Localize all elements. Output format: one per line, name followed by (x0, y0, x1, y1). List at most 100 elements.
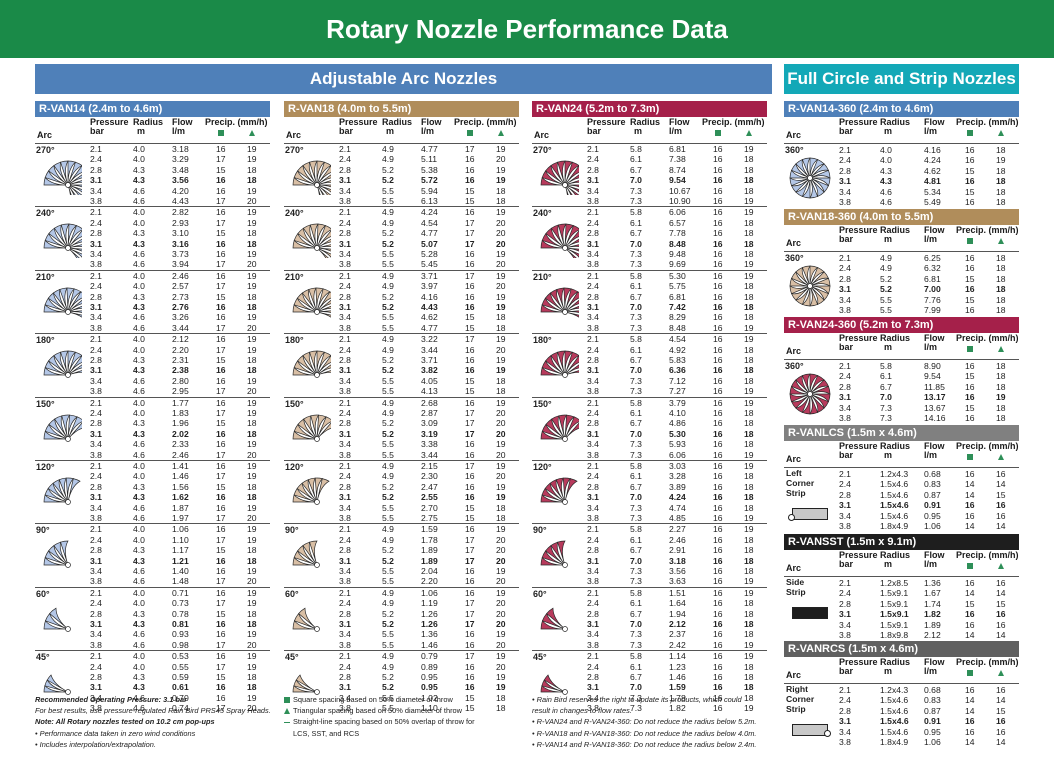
precip-triangle-value: 18 (247, 682, 257, 693)
arc-group: 120° 2.1 4.9 2.15 17 19 2.4 4.9 2.30 16 20 2.8 5.2 2.… (284, 459, 519, 523)
radius-value: 6.7 (630, 671, 642, 682)
pressure-value: 2.4 (839, 371, 851, 382)
precip-triangle-value: 16 (996, 726, 1006, 737)
pressure-unit: bar (839, 559, 854, 569)
pressure-value: 2.8 (90, 164, 102, 175)
arc-group: 60° 2.1 5.8 1.51 16 19 2.4 6.1 1.64 16 18 2.8 6.7 1.9… (532, 586, 767, 650)
precip-square-value: 16 (713, 418, 723, 429)
radius-value: 1.8x4.9 (880, 521, 909, 531)
precip-square-value: 16 (713, 365, 723, 376)
flow-value: 7.27 (669, 386, 686, 397)
pressure-value: 2.8 (587, 608, 599, 619)
radius-value: 4.6 (133, 312, 145, 323)
radius-value: 4.9 (382, 334, 394, 345)
radius-value: 7.3 (630, 565, 642, 576)
radius-value: 4.6 (133, 322, 145, 333)
pressure-value: 2.4 (587, 407, 599, 418)
pressure-header: Pressure (339, 117, 378, 127)
precip-triangle-value: 19 (247, 460, 257, 471)
flow-value: 0.95 (421, 682, 438, 693)
flow-value: 2.31 (172, 354, 189, 365)
precip-square-value: 16 (713, 502, 723, 513)
flow-value: 0.71 (172, 587, 189, 598)
pressure-value: 3.8 (90, 449, 102, 460)
precip-triangle-value: 20 (247, 196, 257, 206)
radius-value: 7.3 (630, 375, 642, 386)
precip-triangle-value: 19 (247, 651, 257, 662)
nozzle-fan-icon (287, 347, 342, 385)
precip-triangle-value: 18 (744, 228, 754, 239)
flow-value: 2.02 (172, 428, 189, 439)
pressure-value: 2.8 (839, 273, 851, 284)
pressure-value: 3.8 (587, 322, 599, 333)
flow-value: 2.12 (924, 630, 941, 640)
precip-triangle-value: 18 (496, 502, 506, 513)
precip-triangle-value: 20 (496, 534, 506, 545)
precip-triangle-value: 15 (996, 598, 1006, 609)
page-title: Rotary Nozzle Performance Data (0, 0, 1054, 58)
flow-value: 3.18 (172, 144, 189, 154)
precip-square-value: 16 (465, 248, 475, 259)
precip-triangle-value: 19 (744, 144, 754, 154)
flow-unit: l/m (669, 126, 683, 136)
strip-label: Left Corner Strip (786, 468, 814, 498)
table-title: R-VAN14-360 (2.4m to 4.6m) (784, 101, 1019, 117)
radius-value: 4.0 (133, 651, 145, 662)
precip-triangle-value: 18 (744, 175, 754, 186)
flow-value: 4.74 (669, 502, 686, 513)
column-header: Arc Pressure bar Radius m Flow l/m Precip. (mm/… (784, 441, 1019, 467)
arc-label: 240° (36, 208, 55, 219)
triangle-icon (998, 238, 1004, 244)
precip-triangle-value: 18 (996, 381, 1006, 392)
precip-square-value: 15 (465, 322, 475, 333)
precip-triangle-value: 19 (744, 651, 754, 662)
flow-value: 4.43 (421, 301, 438, 312)
radius-value: 4.9 (382, 344, 394, 355)
radius-value: 5.2 (382, 608, 394, 619)
precip-triangle-value: 18 (996, 305, 1006, 315)
radius-value: 4.3 (133, 228, 145, 239)
precip-triangle-value: 19 (247, 248, 257, 259)
precip-square-value: 17 (465, 217, 475, 228)
precip-square-value: 15 (965, 294, 975, 305)
precip-triangle-value: 19 (247, 397, 257, 408)
full-circle-heading: Full Circle and Strip Nozzles (784, 64, 1019, 94)
pressure-value: 3.1 (339, 428, 351, 439)
precip-square-value: 16 (713, 322, 723, 333)
arc-header: Arc (286, 130, 302, 140)
nozzle-fan-icon (535, 347, 590, 385)
flow-value: 8.48 (669, 238, 686, 249)
precip-square-value: 17 (216, 196, 226, 206)
flow-value: 1.06 (172, 524, 189, 535)
pressure-value: 3.8 (839, 197, 851, 207)
strip-pattern-icon (792, 724, 828, 736)
footer-note: Recommended Operating Pressure: 3.1 bar (35, 695, 187, 704)
flow-value: 14.16 (924, 413, 946, 423)
flow-value: 4.92 (669, 344, 686, 355)
arc-group: 45° 2.1 4.9 0.79 17 19 2.4 4.9 0.89 16 20 2.8 5.2 0.9… (284, 650, 519, 713)
radius-value: 6.7 (630, 291, 642, 302)
pressure-value: 3.4 (839, 510, 851, 521)
precip-square-value: 16 (216, 587, 226, 598)
flow-value: 1.17 (172, 545, 189, 556)
pressure-value: 2.4 (90, 154, 102, 165)
pressure-value: 3.1 (339, 175, 351, 186)
precip-triangle-value: 19 (247, 502, 257, 513)
precip-square-value: 16 (713, 703, 723, 714)
precip-triangle-value: 19 (496, 565, 506, 576)
flow-value: 1.36 (421, 629, 438, 640)
nozzle-fan-icon (38, 664, 82, 702)
precip-triangle-value: 19 (496, 175, 506, 186)
radius-value: 1.5x4.6 (880, 479, 909, 490)
radius-value: 5.2 (382, 545, 394, 556)
pressure-value: 3.4 (587, 312, 599, 323)
square-icon (467, 130, 473, 136)
radius-unit: m (386, 126, 395, 136)
flow-value: 1.48 (172, 576, 189, 587)
flow-value: 0.87 (924, 705, 941, 716)
pressure-value: 2.1 (339, 587, 351, 598)
radius-value: 1.2x8.5 (880, 578, 909, 588)
pressure-value: 2.1 (839, 361, 851, 371)
precip-square-value: 16 (713, 598, 723, 609)
pressure-value: 2.8 (339, 608, 351, 619)
